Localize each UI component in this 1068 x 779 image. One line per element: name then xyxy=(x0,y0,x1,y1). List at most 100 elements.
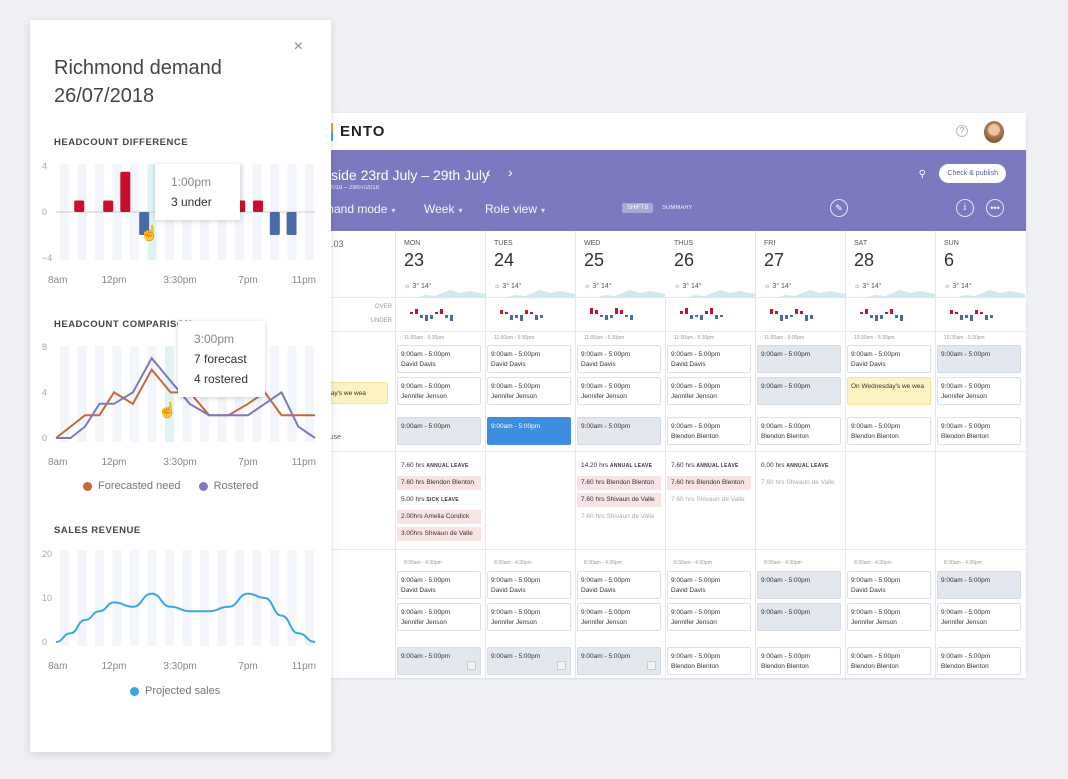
shift-card[interactable]: 9:00am - 5:00pm xyxy=(757,345,841,373)
shift-card[interactable]: 9:00am - 5:00pm Blendon Blenton xyxy=(937,647,1021,675)
x-tick-label: 8am xyxy=(48,457,67,468)
shift-card[interactable]: 9:00am - 5:00pm Jennifer Jenson xyxy=(487,377,571,405)
shift-card[interactable]: 9:00am - 5:00pm Jennifer Jenson xyxy=(577,603,661,631)
headcount-comparison-chart[interactable]: 8 4 0 8am 12pm 3:30pm 7pm 11pm xyxy=(30,342,331,472)
shift-card[interactable]: 9:00am - 5:00pm xyxy=(757,571,841,599)
day-header[interactable]: FRI 27 ☼ 3° 14° xyxy=(755,231,845,298)
shift-card[interactable]: 9:00am - 5:00pm Jennifer Jenson xyxy=(937,603,1021,631)
shift-card[interactable]: 9:00am - 5:00pm David Davis xyxy=(577,345,661,373)
leave-entry[interactable]: 7.60 hrs Shivaun de Valle xyxy=(757,476,841,490)
leave-entry[interactable]: 14.20 hrs ANNUAL LEAVE xyxy=(577,459,661,473)
leave-entry[interactable]: 7.60 hrs Shivaun de Valle xyxy=(667,493,751,507)
day-header[interactable]: SUN 6 ☼ 3° 14° xyxy=(935,231,1025,298)
shift-card[interactable]: 9:00am - 5:00pm xyxy=(577,647,661,675)
day-header[interactable]: TUES 24 ☼ 3° 14° xyxy=(485,231,575,298)
sales-revenue-chart[interactable]: 20 10 0 8am 12pm 3:30pm 7pm 11pm xyxy=(30,546,331,676)
check-publish-button[interactable]: Check & publish xyxy=(939,164,1006,183)
shift-checkbox[interactable] xyxy=(557,661,566,670)
next-week-button[interactable]: › xyxy=(508,164,513,180)
shift-card[interactable]: 9:00am - 5:00pm David Davis xyxy=(667,571,751,599)
search-icon[interactable]: ⚲ xyxy=(918,169,926,180)
shift-card[interactable]: 9:00am - 5:00pm xyxy=(937,345,1021,373)
help-icon[interactable]: ? xyxy=(956,125,968,137)
day-header[interactable]: SAT 28 ☼ 3° 14° xyxy=(845,231,935,298)
demand-mode-dropdown[interactable]: mand mode ▾ xyxy=(324,202,396,216)
leave-hours: 0.00 hrs xyxy=(761,462,785,469)
leave-employee: Shivaun de Valle xyxy=(606,513,655,520)
more-options-icon[interactable]: ••• xyxy=(986,199,1004,217)
shift-card[interactable]: 9:00am - 5:00pm xyxy=(397,647,481,675)
shift-card[interactable]: 9:00am - 5:00pm David Davis xyxy=(487,571,571,599)
leave-employee: Amelia Condick xyxy=(424,513,470,520)
shift-card[interactable]: 9:00am - 5:00pm Blendon Blenton xyxy=(757,647,841,675)
shift-card[interactable]: On Wednesday's we wea xyxy=(847,377,931,405)
shift-card[interactable]: 9:00am - 5:00pm David Davis xyxy=(397,571,481,599)
close-icon[interactable]: × xyxy=(293,38,303,55)
shift-card[interactable]: 9:00am - 5:00pm Jennifer Jenson xyxy=(847,603,931,631)
chart-stripe xyxy=(252,550,262,646)
side-number: 9.03 xyxy=(326,239,344,249)
shift-card[interactable]: 9:00am - 5:00pm Blendon Blenton xyxy=(847,417,931,445)
shift-card[interactable]: 9:00am - 5:00pm Jennifer Jenson xyxy=(577,377,661,405)
day-header[interactable]: MON 23 ☼ 3° 14° xyxy=(395,231,485,298)
shift-card[interactable]: 9:00am - 5:00pm xyxy=(577,417,661,445)
leave-entry[interactable]: 7.60 hrs ANNUAL LEAVE xyxy=(397,459,481,473)
shift-card[interactable]: 9:00am - 5:00pm David Davis xyxy=(667,345,751,373)
shift-card[interactable]: 9:00am - 5:00pm Jennifer Jenson xyxy=(397,377,481,405)
headcount-comparison-title: HEADCOUNT COMPARISON xyxy=(54,319,193,330)
shift-card[interactable]: 9:00am - 5:00pm Jennifer Jenson xyxy=(397,603,481,631)
shift-checkbox[interactable] xyxy=(467,661,476,670)
shift-card[interactable]: 9:00am - 5:00pm David Davis xyxy=(847,571,931,599)
shift-card[interactable]: 9:00am - 5:00pm xyxy=(757,603,841,631)
leave-entry[interactable]: 7.60 hrs Blendon Blenton xyxy=(577,476,661,490)
shift-card[interactable]: 9:00am - 5:00pm xyxy=(487,647,571,675)
shift-card[interactable]: 9:00am - 5:00pm Jennifer Jenson xyxy=(667,603,751,631)
leave-entry[interactable]: 0.00 hrs ANNUAL LEAVE xyxy=(757,459,841,473)
shift-card[interactable]: 9:00am - 5:00pm Jennifer Jenson xyxy=(487,603,571,631)
leave-entry[interactable]: 5.00 hrs SICK LEAVE xyxy=(397,493,481,507)
day-header[interactable]: THUS 26 ☼ 3° 14° xyxy=(665,231,755,298)
leave-entry[interactable]: 2.00hrs Amelia Condick xyxy=(397,510,481,524)
weather-temps: 3° 14° xyxy=(952,283,972,290)
shift-card[interactable]: 9:00am - 5:00pm David Davis xyxy=(847,345,931,373)
day-header[interactable]: WED 25 ☼ 3° 14° xyxy=(575,231,665,298)
shift-card[interactable]: 9:00am - 5:00pm Blendon Blenton xyxy=(847,647,931,675)
leave-entry[interactable]: 7.60 hrs Shivaun de Valle xyxy=(577,510,661,524)
leave-hours: 7.60 hrs xyxy=(401,462,425,469)
over-under-row: OVER UNDER xyxy=(310,297,1026,332)
shift-card[interactable]: 9:00am - 5:00pm Blendon Blenton xyxy=(937,417,1021,445)
shift-employee: Jennifer Jenson xyxy=(941,393,987,400)
shift-card[interactable]: 9:00am - 5:00pm Blendon Blenton xyxy=(667,417,751,445)
tab-summary[interactable]: SUMMARY xyxy=(662,205,693,211)
shift-card[interactable]: 9:00am - 5:00pm David Davis xyxy=(397,345,481,373)
leave-entry[interactable]: 3.00hrs Shivaun de Valle xyxy=(397,527,481,541)
shift-time: 9:00am - 5:00pm xyxy=(491,351,541,358)
leave-employee: Shivaun de Valle xyxy=(424,530,473,537)
sun-icon: ☼ xyxy=(404,283,413,290)
shift-card[interactable]: 9:00am - 5:00pm xyxy=(757,377,841,405)
week-dropdown[interactable]: Week ▾ xyxy=(424,202,463,216)
shift-card[interactable]: 9:00am - 5:00pm Blendon Blenton xyxy=(667,647,751,675)
info-icon[interactable]: i xyxy=(956,199,974,217)
shift-card[interactable]: 9:00am - 5:00pm David Davis xyxy=(577,571,661,599)
leave-entry[interactable]: 7.60 hrs Blendon Blenton xyxy=(397,476,481,490)
prev-week-button[interactable]: ‹ xyxy=(486,164,491,180)
leave-entry[interactable]: 7.60 hrs ANNUAL LEAVE xyxy=(667,459,751,473)
x-tick-label: 12pm xyxy=(101,275,126,286)
role-view-dropdown[interactable]: Role view ▾ xyxy=(485,202,546,216)
leave-entry[interactable]: 7.60 hrs Blendon Blenton xyxy=(667,476,751,490)
leave-entry[interactable]: 7.60 hrs Shivaun de Valle xyxy=(577,493,661,507)
shift-card[interactable]: 9:00am - 5:00pm xyxy=(487,417,571,445)
avatar[interactable] xyxy=(984,121,1004,143)
shift-card[interactable]: 9:00am - 5:00pm Jennifer Jenson xyxy=(937,377,1021,405)
shift-checkbox[interactable] xyxy=(647,661,656,670)
tab-shifts[interactable]: SHIFTS xyxy=(622,203,654,213)
y-tick-label: 4 xyxy=(42,387,47,397)
shift-card[interactable]: 9:00am - 5:00pm xyxy=(397,417,481,445)
day-number: 27 xyxy=(764,250,785,270)
shift-card[interactable]: 9:00am - 5:00pm Jennifer Jenson xyxy=(667,377,751,405)
shift-card[interactable]: 9:00am - 5:00pm Blendon Blenton xyxy=(757,417,841,445)
shift-card[interactable]: 9:00am - 5:00pm xyxy=(937,571,1021,599)
edit-pencil-icon[interactable]: ✎ xyxy=(830,199,848,217)
shift-card[interactable]: 9:00am - 5:00pm David Davis xyxy=(487,345,571,373)
